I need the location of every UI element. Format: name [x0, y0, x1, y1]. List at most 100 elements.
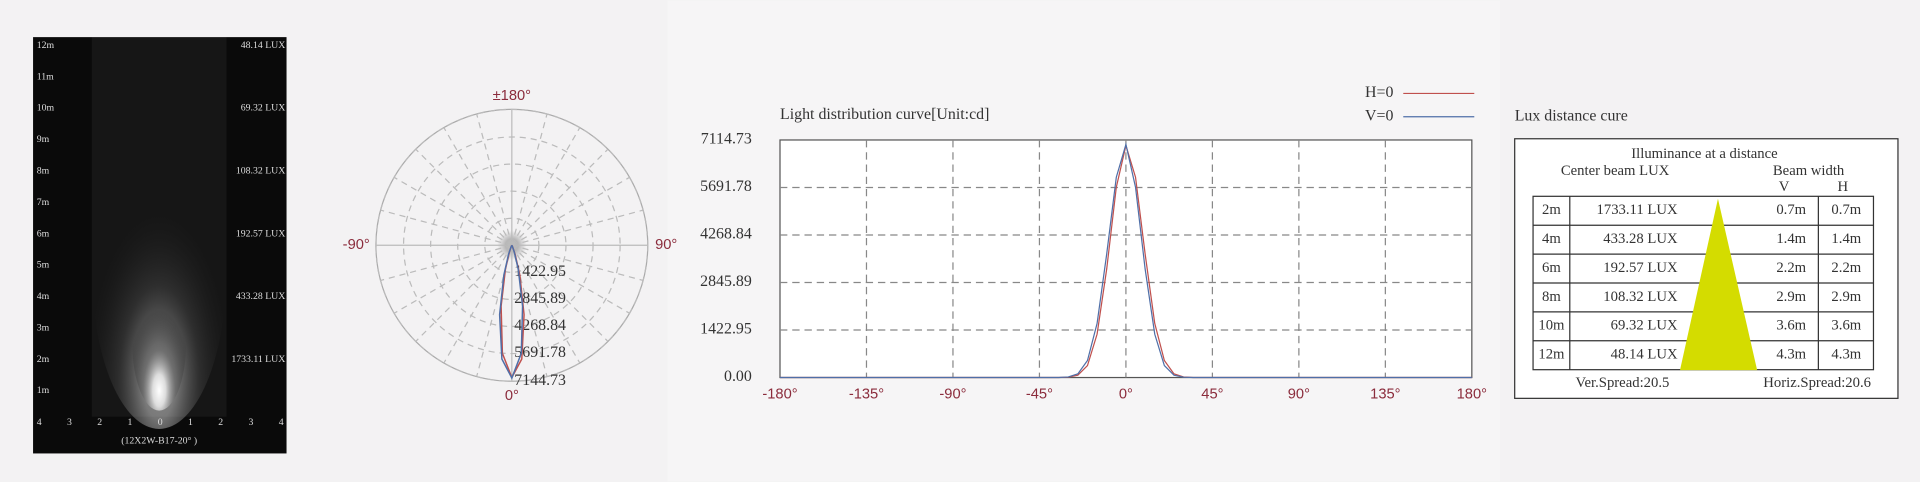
polar-ring: [402, 136, 621, 355]
distance-label: 2m: [37, 354, 50, 365]
table-cell: 0.7m: [1831, 202, 1861, 218]
lux-label: 48.14 LUX: [241, 40, 286, 51]
lux-label: 433.28 LUX: [236, 291, 285, 302]
polar-ring: [457, 190, 567, 301]
x-tick-label: 180°: [1457, 387, 1487, 403]
table-cell: 4m: [1542, 231, 1561, 247]
table-cell: 108.32 LUX: [1603, 289, 1678, 305]
x-tick-label: 45°: [1201, 387, 1223, 403]
table-cell: 4.3m: [1776, 347, 1806, 363]
polar-spoke: [511, 244, 581, 364]
polar-spoke: [511, 127, 581, 246]
lux-label: 108.32 LUX: [236, 166, 285, 177]
distance-label: 7m: [37, 197, 50, 208]
x-tick-label: 135°: [1370, 387, 1400, 403]
x-tick-label: 0°: [1119, 387, 1133, 403]
polar-spoke: [393, 244, 513, 314]
beam-core: [132, 275, 187, 411]
x-tick-label: -180°: [762, 387, 797, 403]
polar-spoke: [443, 244, 513, 364]
polar-spoke: [415, 244, 513, 342]
polar-ring: [430, 163, 594, 328]
legend-label: V=0: [1365, 107, 1393, 124]
polar-curve: [498, 244, 524, 380]
width-label: 4: [279, 417, 284, 428]
polar-spoke: [511, 209, 644, 246]
chart-title: Light distribution curve[Unit:cd]: [780, 106, 989, 123]
table-cell: 433.28 LUX: [1603, 231, 1678, 247]
table-cell: 2.2m: [1776, 260, 1806, 276]
polar-angle-label: 90°: [655, 237, 677, 253]
polar-ring: [484, 217, 540, 273]
table-cell: 3.6m: [1776, 318, 1806, 334]
polar-spoke: [393, 176, 513, 246]
distance-label: 11m: [37, 71, 54, 82]
beam-panel: (12X2W-B17-20° ) 12m 11m 10m 9m 8m 7m 6m 5m 4m 3m…: [33, 37, 287, 454]
width-label: 4: [37, 417, 42, 428]
spread-label: Ver.Spread:20.5: [1576, 375, 1670, 391]
r-tick-label: 1422.95: [514, 263, 566, 280]
beam-triangle: [1680, 198, 1758, 371]
table-cell: 1.4m: [1831, 231, 1861, 247]
polar-ring: [375, 108, 649, 382]
distance-label: 6m: [37, 228, 50, 239]
distance-label: 3m: [37, 322, 50, 333]
distance-label: 4m: [37, 291, 50, 302]
lux-label: 69.32 LUX: [241, 103, 286, 114]
polar-spoke: [511, 244, 630, 314]
beam-caption: (12X2W-B17-20° ): [121, 435, 197, 446]
polar-spoke: [476, 113, 513, 246]
table-cell: 6m: [1542, 260, 1561, 276]
polar-angle-label: -90°: [343, 237, 370, 253]
distance-label: 10m: [37, 103, 55, 114]
table-cell: 1.4m: [1776, 231, 1806, 247]
table-cell: 4.3m: [1831, 347, 1861, 363]
polar-angle-label: 0°: [505, 388, 519, 404]
line-chart: Light distribution curve[Unit:cd] 0.00 14…: [700, 84, 1487, 402]
table-cell: 2.2m: [1831, 260, 1861, 276]
width-label: 0: [158, 417, 163, 428]
distance-label: 9m: [37, 134, 50, 145]
polar-spoke: [511, 244, 609, 342]
y-tick-label: 0.00: [724, 368, 752, 385]
polar-spoke: [511, 244, 644, 282]
width-label: 3: [248, 417, 253, 428]
x-tick-label: 90°: [1288, 387, 1310, 403]
table-heading: Illuminance at a distance: [1631, 146, 1778, 162]
polar-spoke: [380, 209, 512, 246]
lux-label: 1733.11 LUX: [231, 354, 285, 365]
y-tick-label: 2845.89: [700, 273, 752, 290]
table-cell: 69.32 LUX: [1611, 318, 1678, 334]
y-tick-label: 4268.84: [700, 226, 752, 243]
polar-spoke: [511, 113, 548, 246]
distance-label: 5m: [37, 260, 50, 271]
polar-spoke: [380, 244, 512, 282]
spread-label: Horiz.Spread:20.6: [1763, 375, 1871, 391]
width-label: 2: [97, 417, 102, 428]
series-line: [780, 142, 1472, 379]
table-cell: 2.9m: [1831, 289, 1861, 305]
table-cell: 1733.11 LUX: [1597, 202, 1678, 218]
table-cell: 8m: [1542, 289, 1561, 305]
table-cell: 48.14 LUX: [1611, 347, 1678, 363]
polar-chart: ±180° -90° 90° 0° 1422.95 2845.89 4268.84 5…: [343, 88, 678, 404]
table-cell: 0.7m: [1776, 202, 1806, 218]
table-title: Lux distance cure: [1515, 107, 1628, 124]
distance-label: 8m: [37, 166, 50, 177]
r-tick-label: 4268.84: [514, 317, 566, 334]
polar-angle-label: ±180°: [493, 88, 531, 104]
table-cell: 192.57 LUX: [1603, 260, 1678, 276]
beam-outer: [91, 110, 227, 429]
x-tick-label: -135°: [849, 387, 884, 403]
width-label: 3: [67, 417, 72, 428]
distance-label: 12m: [37, 40, 55, 51]
table-cell: 3.6m: [1831, 318, 1861, 334]
column-header: Beam width: [1773, 163, 1845, 179]
x-tick-label: -90°: [939, 387, 966, 403]
polar-spoke: [511, 148, 609, 246]
width-label: 2: [218, 417, 223, 428]
legend-label: H=0: [1365, 84, 1393, 101]
column-header: Center beam LUX: [1561, 163, 1670, 179]
